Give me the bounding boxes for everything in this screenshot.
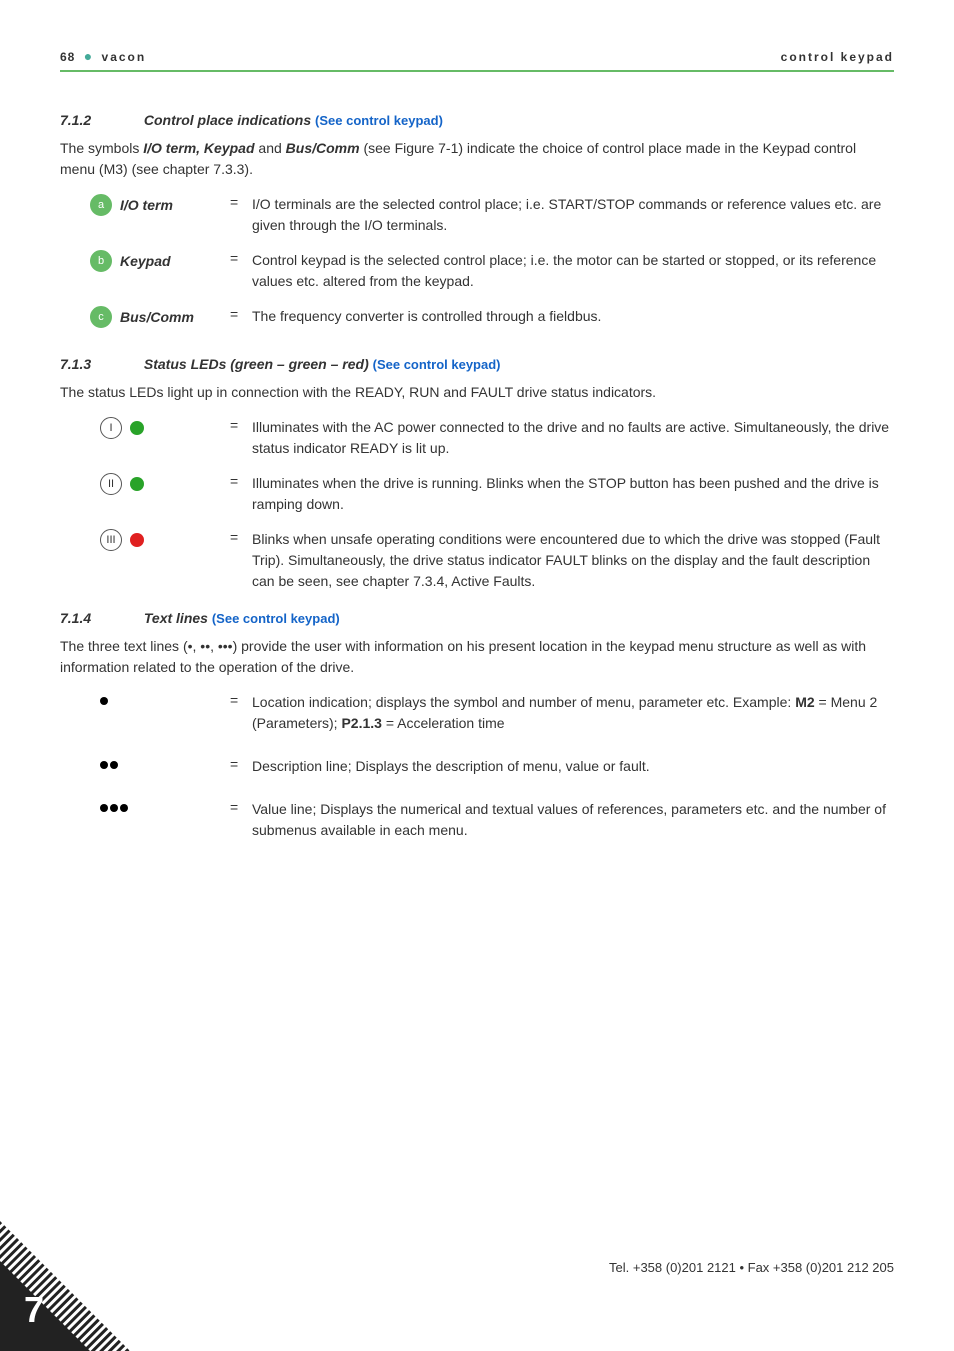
- row-marker: I: [60, 417, 230, 439]
- definition-text: I/O terminals are the selected control p…: [252, 194, 894, 236]
- header-left: 68 ● vacon: [60, 48, 146, 64]
- row-marker: b Keypad: [60, 250, 230, 272]
- text-line-row: =Value line; Displays the numerical and …: [60, 799, 894, 841]
- text-line-row: =Description line; Displays the descript…: [60, 756, 894, 777]
- row-marker: II: [60, 473, 230, 495]
- definition-text: Control keypad is the selected control p…: [252, 250, 894, 292]
- dots-icon: [100, 692, 110, 708]
- equals-sign: =: [230, 692, 252, 708]
- letter-badge: b: [90, 250, 112, 272]
- term-label: I/O term: [120, 197, 173, 213]
- definition-text: Location indication; displays the symbol…: [252, 692, 894, 734]
- term-label: Bus/Comm: [120, 309, 194, 325]
- header-section-title: control keypad: [781, 50, 894, 64]
- heading-712: 7.1.2 Control place indications (See con…: [60, 112, 894, 128]
- heading-713: 7.1.3 Status LEDs (green – green – red) …: [60, 356, 894, 372]
- row-marker: [60, 799, 230, 815]
- equals-sign: =: [230, 250, 252, 266]
- definition-text: Illuminates with the AC power connected …: [252, 417, 894, 459]
- heading-title: Text lines: [144, 610, 208, 626]
- dots-icon: [100, 756, 120, 772]
- intro-713: The status LEDs light up in connection w…: [60, 382, 894, 403]
- definition-text: Blinks when unsafe operating conditions …: [252, 529, 894, 592]
- intro-712: The symbols I/O term, Keypad and Bus/Com…: [60, 138, 894, 180]
- equals-sign: =: [230, 194, 252, 210]
- brand: vacon: [102, 50, 147, 64]
- equals-sign: =: [230, 473, 252, 489]
- led-row: II =Illuminates when the drive is running…: [60, 473, 894, 515]
- dots-icon: [100, 799, 130, 815]
- heading-714: 7.1.4 Text lines (See control keypad): [60, 610, 894, 626]
- chapter-number: 7: [24, 1289, 44, 1331]
- page-number: 68: [60, 50, 75, 64]
- equals-sign: =: [230, 756, 252, 772]
- row-marker: III: [60, 529, 230, 551]
- led-icon: [130, 533, 144, 547]
- corner-graphic: [0, 1221, 230, 1351]
- definition-text: The frequency converter is controlled th…: [252, 306, 894, 327]
- header-dot: ●: [84, 48, 93, 64]
- control-place-row: a I/O term =I/O terminals are the selected…: [60, 194, 894, 236]
- equals-sign: =: [230, 417, 252, 433]
- led-row: I =Illuminates with the AC power connecte…: [60, 417, 894, 459]
- heading-num: 7.1.3: [60, 356, 140, 372]
- text-line-row: =Location indication; displays the symbo…: [60, 692, 894, 734]
- definition-text: Description line; Displays the descripti…: [252, 756, 894, 777]
- definition-text: Value line; Displays the numerical and t…: [252, 799, 894, 841]
- definition-text: Illuminates when the drive is running. B…: [252, 473, 894, 515]
- row-marker: c Bus/Comm: [60, 306, 230, 328]
- letter-badge: c: [90, 306, 112, 328]
- roman-badge: I: [100, 417, 122, 439]
- equals-sign: =: [230, 529, 252, 545]
- term-label: Keypad: [120, 253, 171, 269]
- heading-num: 7.1.4: [60, 610, 140, 626]
- heading-title: Control place indications: [144, 112, 311, 128]
- led-row: III =Blinks when unsafe operating conditi…: [60, 529, 894, 592]
- heading-link: (See control keypad): [212, 611, 340, 626]
- heading-link: (See control keypad): [373, 357, 501, 372]
- led-icon: [130, 477, 144, 491]
- heading-link: (See control keypad): [315, 113, 443, 128]
- intro-714: The three text lines (•, ••, •••) provid…: [60, 636, 894, 678]
- control-place-row: c Bus/Comm =The frequency converter is con…: [60, 306, 894, 328]
- equals-sign: =: [230, 306, 252, 322]
- roman-badge: III: [100, 529, 122, 551]
- roman-badge: II: [100, 473, 122, 495]
- heading-num: 7.1.2: [60, 112, 140, 128]
- row-marker: a I/O term: [60, 194, 230, 216]
- control-place-row: b Keypad =Control keypad is the selected c…: [60, 250, 894, 292]
- page-header: 68 ● vacon control keypad: [60, 48, 894, 64]
- equals-sign: =: [230, 799, 252, 815]
- footer: Tel. +358 (0)201 2121 • Fax +358 (0)201 …: [0, 1221, 954, 1351]
- header-rule: [60, 70, 894, 72]
- footer-contact: Tel. +358 (0)201 2121 • Fax +358 (0)201 …: [609, 1260, 894, 1275]
- heading-title: Status LEDs (green – green – red): [144, 356, 369, 372]
- led-icon: [130, 421, 144, 435]
- row-marker: [60, 692, 230, 708]
- row-marker: [60, 756, 230, 772]
- letter-badge: a: [90, 194, 112, 216]
